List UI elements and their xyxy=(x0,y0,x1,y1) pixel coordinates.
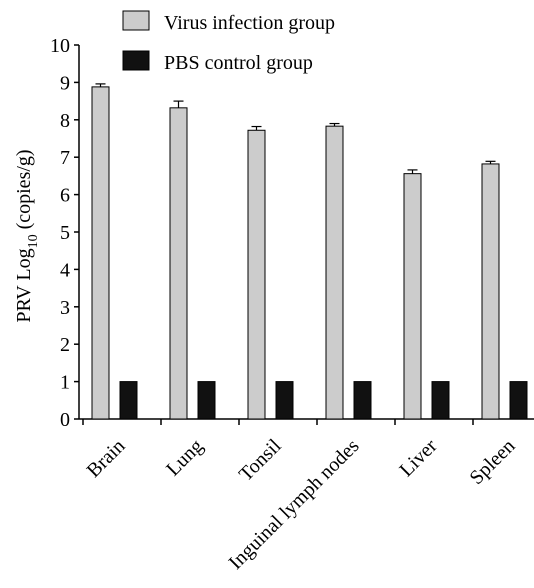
bar-pbs xyxy=(197,381,216,420)
category-label: Spleen xyxy=(465,435,519,489)
bar-pbs xyxy=(509,381,528,420)
bar-pbs xyxy=(431,381,450,420)
bar-virus xyxy=(91,86,110,420)
bar-virus xyxy=(325,125,344,420)
bar-virus xyxy=(247,129,266,420)
y-tick-label: 7 xyxy=(60,147,70,169)
legend: Virus infection group PBS control group xyxy=(122,10,335,74)
bar-pbs xyxy=(275,381,294,420)
y-axis-label: PRV Log10 (copies/g) xyxy=(13,149,41,322)
y-tick-label: 4 xyxy=(60,259,70,281)
category-label: Liver xyxy=(395,435,441,481)
y-tick-label: 3 xyxy=(60,297,70,319)
y-tick-label: 0 xyxy=(60,409,70,431)
bar-virus xyxy=(403,173,422,420)
bar-pbs xyxy=(353,381,372,420)
y-tick-label: 8 xyxy=(60,110,70,132)
y-tick-label: 2 xyxy=(60,334,70,356)
bar-virus xyxy=(169,107,188,420)
legend-label-pbs: PBS control group xyxy=(164,52,313,74)
legend-label-virus: Virus infection group xyxy=(164,12,335,34)
category-label: Inguinal lymph nodes xyxy=(225,435,364,574)
y-tick-label: 6 xyxy=(60,185,70,207)
legend-swatch-pbs xyxy=(122,50,150,71)
category-label: Lung xyxy=(162,435,207,480)
category-label: Brain xyxy=(83,435,130,482)
y-tick-label: 1 xyxy=(60,372,70,394)
y-tick-label: 10 xyxy=(50,35,70,57)
bar-pbs xyxy=(119,381,138,420)
y-tick-label: 5 xyxy=(60,222,70,244)
y-tick-label: 9 xyxy=(60,72,70,94)
legend-swatch-virus xyxy=(122,10,150,31)
bar-virus xyxy=(481,163,500,420)
category-label: Tonsil xyxy=(235,435,286,486)
